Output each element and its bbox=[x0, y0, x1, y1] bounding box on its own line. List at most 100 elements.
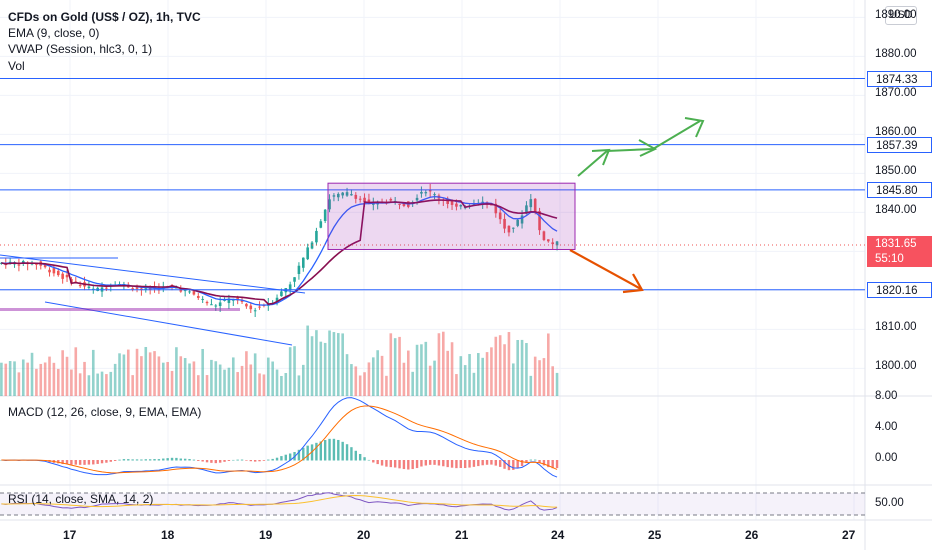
currency-button[interactable]: USD bbox=[885, 6, 917, 25]
macd-histogram-bar bbox=[424, 460, 428, 466]
macd-histogram-bar bbox=[446, 460, 449, 468]
candle-body bbox=[21, 261, 25, 264]
volume-bar bbox=[389, 333, 393, 396]
volume-bar bbox=[35, 368, 38, 396]
volume-bar bbox=[262, 374, 266, 396]
volume-bar bbox=[253, 353, 257, 396]
volume-bar bbox=[122, 354, 126, 396]
candle-body bbox=[542, 231, 546, 240]
volume-bar bbox=[170, 370, 174, 396]
candle-body bbox=[144, 288, 148, 290]
volume-bar bbox=[547, 333, 550, 396]
macd-histogram-bar bbox=[380, 460, 384, 466]
candle-body bbox=[91, 288, 95, 290]
volume-bar bbox=[301, 364, 305, 396]
candle-body bbox=[350, 194, 353, 196]
macd-legend[interactable]: MACD (12, 26, close, 9, EMA, EMA) bbox=[8, 405, 202, 419]
volume-bar bbox=[39, 363, 43, 396]
candle-body bbox=[48, 269, 51, 273]
macd-histogram-bar bbox=[450, 460, 454, 468]
macd-histogram-bar bbox=[315, 442, 318, 461]
macd-histogram-bar bbox=[140, 459, 143, 461]
volume-bar bbox=[131, 375, 134, 396]
candle-body bbox=[555, 241, 559, 246]
macd-line bbox=[1, 397, 558, 478]
volume-bar bbox=[65, 356, 69, 396]
candle-body bbox=[358, 198, 362, 200]
volume-bar bbox=[175, 347, 178, 396]
volume-bar bbox=[61, 350, 64, 396]
macd-signal-line bbox=[1, 405, 558, 474]
volume-bar bbox=[328, 330, 331, 396]
volume-legend[interactable]: Vol bbox=[8, 59, 25, 73]
candle-body bbox=[481, 201, 484, 203]
candle-body bbox=[512, 227, 515, 229]
macd-histogram-bar bbox=[328, 438, 331, 461]
candle-body bbox=[135, 286, 139, 289]
volume-bar bbox=[258, 373, 261, 396]
candle-body bbox=[332, 195, 336, 197]
vwap-legend[interactable]: VWAP (Session, hlc3, 0, 1) bbox=[8, 42, 153, 56]
macd-histogram-bar bbox=[105, 460, 108, 463]
volume-bar bbox=[350, 364, 353, 396]
volume-bar bbox=[21, 359, 25, 396]
volume-bar bbox=[459, 356, 463, 396]
volume-bar bbox=[161, 362, 165, 396]
price-axis-tick: 1850.00 bbox=[875, 165, 917, 178]
bearish-arrowhead bbox=[622, 273, 644, 294]
price-axis-tick: 1870.00 bbox=[875, 87, 917, 100]
volume-bar bbox=[507, 332, 511, 396]
macd-histogram-bar bbox=[372, 460, 375, 463]
candle-body bbox=[297, 265, 301, 275]
volume-bar bbox=[0, 362, 3, 396]
macd-histogram-bar bbox=[249, 460, 252, 462]
volume-bar bbox=[109, 371, 113, 396]
volume-bar bbox=[555, 372, 559, 396]
bullish-arrowhead-3 bbox=[684, 117, 705, 138]
time-axis-label: 24 bbox=[551, 528, 565, 542]
volume-bar bbox=[140, 356, 143, 396]
volume-bar bbox=[284, 373, 288, 396]
volume-bar bbox=[358, 375, 362, 396]
macd-histogram-bar bbox=[512, 460, 515, 470]
candle-body bbox=[328, 199, 331, 210]
volume-bar bbox=[468, 354, 471, 396]
macd-histogram-bar bbox=[385, 460, 388, 467]
macd-histogram-bar bbox=[188, 459, 191, 461]
macd-histogram-bar bbox=[468, 460, 471, 468]
macd-histogram-bar bbox=[78, 460, 82, 465]
ema-legend[interactable]: EMA (9, close, 0) bbox=[8, 26, 100, 40]
bullish-arrowhead-2 bbox=[638, 139, 658, 157]
macd-histogram-bar bbox=[74, 460, 77, 465]
macd-histogram-bar bbox=[477, 460, 480, 467]
volume-bar bbox=[223, 369, 226, 396]
volume-bar bbox=[240, 365, 244, 396]
volume-bar bbox=[385, 375, 388, 396]
price-axis-tick: 1880.00 bbox=[875, 48, 917, 61]
volume-bar bbox=[56, 368, 60, 396]
macd-histogram-bar bbox=[420, 460, 423, 467]
macd-histogram-bar bbox=[258, 460, 261, 462]
macd-histogram-bar bbox=[525, 460, 528, 464]
volume-bar bbox=[297, 375, 301, 396]
macd-histogram-bar bbox=[170, 457, 174, 461]
candle-body bbox=[227, 298, 231, 304]
macd-histogram-bar bbox=[157, 459, 161, 461]
volume-bar bbox=[105, 374, 108, 396]
rsi-legend[interactable]: RSI (14, close, SMA, 14, 2) bbox=[8, 492, 154, 506]
time-axis-label: 19 bbox=[259, 528, 273, 542]
volume-bar bbox=[363, 372, 366, 396]
volume-bar bbox=[231, 357, 235, 396]
volume-bar bbox=[433, 360, 436, 396]
macd-histogram-bar bbox=[428, 460, 432, 465]
rsi-line bbox=[1, 492, 558, 511]
macd-histogram-bar bbox=[411, 460, 414, 470]
macd-histogram-bar bbox=[197, 460, 200, 461]
macd-histogram-bar bbox=[520, 460, 524, 467]
volume-bar bbox=[201, 348, 204, 396]
candle-body bbox=[183, 290, 187, 292]
macd-histogram-bar bbox=[433, 460, 436, 465]
candle-body bbox=[306, 247, 309, 260]
candle-body bbox=[65, 274, 69, 278]
